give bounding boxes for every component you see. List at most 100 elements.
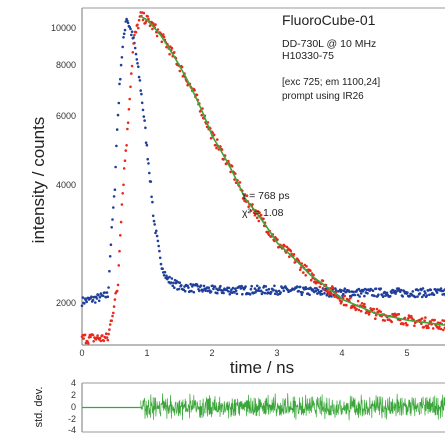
- series-red-point: [262, 217, 265, 221]
- series-blue-point: [381, 295, 385, 299]
- series-red-point: [343, 294, 347, 298]
- annotation-tau: τ = 768 ps: [242, 190, 290, 202]
- series-red-point: [356, 299, 360, 303]
- series-blue-point: [145, 143, 149, 147]
- series-blue-point: [315, 287, 318, 290]
- series-blue-point: [435, 291, 439, 294]
- series-red-point: [374, 317, 377, 321]
- series-red-point: [108, 328, 111, 331]
- series-blue-point: [282, 289, 286, 293]
- series-blue-point: [222, 291, 225, 295]
- series-red-point: [82, 337, 85, 340]
- series-blue-point: [192, 290, 196, 294]
- series-red-point: [331, 286, 335, 290]
- series-blue-point: [190, 289, 193, 293]
- series-blue-point: [150, 195, 153, 199]
- series-red-point: [437, 327, 441, 330]
- series-red-point: [132, 42, 135, 45]
- series-red-point: [130, 64, 134, 68]
- series-blue-point: [277, 289, 281, 293]
- series-blue-point: [240, 284, 243, 288]
- series-red-point: [107, 332, 110, 336]
- series-blue-point: [227, 290, 230, 293]
- series-blue-point: [258, 286, 261, 290]
- series-red-point: [258, 211, 261, 214]
- green-fit-curve: [140, 15, 445, 326]
- series-red-point: [413, 324, 416, 328]
- series-red-point: [131, 51, 135, 54]
- series-blue-point: [256, 289, 260, 293]
- series-red-point: [364, 311, 368, 315]
- series-blue-point: [231, 286, 235, 290]
- series-blue-point: [272, 288, 275, 292]
- series-blue-point: [155, 229, 158, 233]
- series-blue-point: [348, 290, 351, 294]
- series-blue-point: [421, 287, 425, 290]
- series-blue-point: [142, 115, 146, 118]
- series-blue-point: [422, 293, 426, 297]
- series-blue-point: [244, 285, 247, 288]
- series-blue-point: [144, 141, 148, 144]
- series-blue-point: [174, 281, 178, 285]
- series-red-point: [357, 308, 361, 312]
- y-tick-label-10000: 10000: [51, 23, 76, 33]
- series-red-point: [292, 253, 296, 256]
- series-red-point: [84, 341, 88, 345]
- series-blue-point: [202, 284, 206, 288]
- series-red-point: [345, 303, 348, 307]
- series-red-point: [104, 332, 108, 336]
- series-blue-point: [103, 291, 106, 294]
- series-red-point: [423, 319, 426, 323]
- series-blue-point: [199, 284, 203, 287]
- series-blue-point: [394, 292, 397, 295]
- series-blue-point: [250, 284, 253, 288]
- res-tick-label-0: 0: [71, 402, 76, 412]
- series-blue-point: [417, 289, 420, 292]
- series-blue-point: [97, 299, 101, 303]
- x-tick-label-3: 3: [274, 348, 279, 358]
- series-red-point: [168, 52, 171, 56]
- series-red-point: [83, 333, 87, 337]
- series-blue-point: [439, 287, 443, 290]
- series-red-point: [195, 93, 199, 97]
- series-red-point: [116, 283, 120, 287]
- series-blue-point: [196, 285, 200, 288]
- series-blue-point: [249, 287, 253, 291]
- series-red-point: [126, 121, 130, 124]
- series-blue-point: [187, 286, 190, 289]
- series-blue-point: [152, 219, 156, 223]
- main-plot-frame: [81, 7, 445, 346]
- series-red-point: [209, 136, 213, 140]
- series-blue-point: [316, 288, 320, 292]
- series-blue-point: [298, 285, 302, 289]
- series-blue-point: [305, 287, 308, 291]
- x-tick-label-5: 5: [404, 348, 409, 358]
- series-blue-point: [153, 223, 156, 226]
- series-blue-point: [107, 286, 110, 289]
- series-blue-point: [112, 195, 116, 198]
- series-blue-point: [235, 292, 239, 296]
- series-red-point: [328, 290, 332, 294]
- residual-trace: [140, 393, 445, 421]
- series-blue-point: [320, 292, 324, 296]
- series-blue-point: [401, 295, 405, 298]
- series-red-point: [96, 334, 99, 337]
- series-red-point: [267, 233, 271, 237]
- annotation-block: FluoroCube-01 DD-730L @ 10 MHz H10330-75…: [242, 12, 380, 219]
- series-blue-point: [161, 267, 164, 271]
- series-red-point: [133, 33, 136, 37]
- series-blue-point: [80, 304, 84, 308]
- series-blue-point: [118, 82, 121, 86]
- series-blue-point: [323, 292, 326, 295]
- series-blue-point: [219, 284, 222, 288]
- series-red-point: [372, 307, 376, 311]
- annotation-line2: DD-730L @ 10 MHz: [282, 38, 376, 50]
- series-red-point: [212, 133, 216, 137]
- series-red-point: [439, 327, 443, 331]
- series-red-point: [128, 97, 131, 101]
- series-red-point: [141, 18, 145, 22]
- x-axis-title: time / ns: [230, 358, 294, 377]
- series-red-point: [99, 339, 103, 343]
- series-blue-point: [385, 291, 389, 295]
- series-blue-point: [416, 295, 419, 298]
